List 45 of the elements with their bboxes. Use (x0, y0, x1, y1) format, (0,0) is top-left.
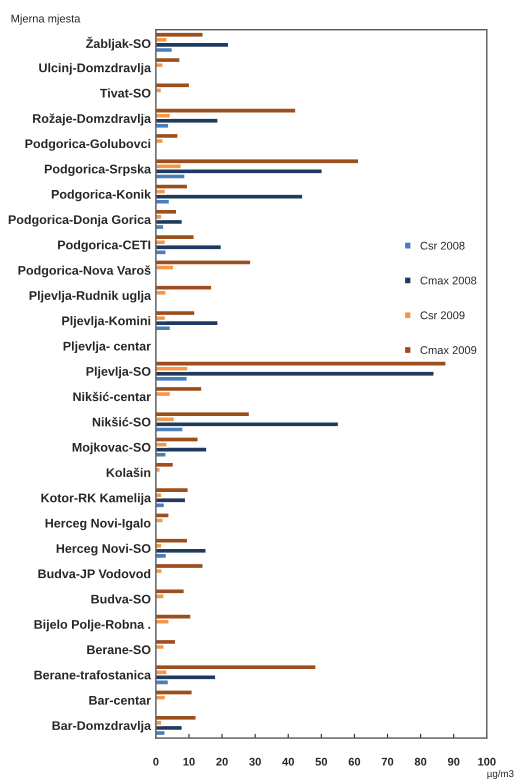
x-tick-label: 60 (348, 758, 360, 766)
y-tick-label: Podgorica-CETI (58, 240, 150, 252)
y-tick-label: Mojkovac-SO (72, 442, 150, 454)
y-tick-label: Kotor-RK Kamelija (41, 493, 152, 505)
legend-label: Cmax 2008 (420, 276, 476, 284)
y-tick-label: Berane-SO (87, 645, 150, 654)
y-tick-label: Podgorica-Nova Varoš (18, 265, 151, 278)
y-tick-label: Pljevlja-SO (86, 366, 150, 378)
y-tick-label: Berane-trafostanica (34, 670, 152, 680)
y-axis-title: Mjerna mjesta (12, 14, 80, 25)
y-tick-label: Pljevlja-Komini (62, 316, 150, 328)
x-tick-label: 50 (315, 758, 328, 766)
y-tick-label: Bijelo Polje-Robna . (34, 620, 150, 632)
y-tick-label: Herceg Novi-Igalo (46, 518, 151, 530)
y-tick-label: Žabljak-SO (86, 36, 150, 51)
y-tick-label: Herceg Novi-SO (56, 544, 150, 556)
y-tick-label: Podgorica-Srpska (44, 164, 152, 176)
x-tick-label: 70 (382, 758, 394, 766)
y-tick-label: Nikšić-SO (92, 417, 150, 426)
x-tick-label: 30 (249, 758, 261, 766)
x-tick-label: 80 (414, 758, 426, 766)
x-tick-label: 20 (216, 758, 228, 766)
legend-label: Cmax 2009 (420, 346, 476, 354)
y-tick-label: Bar-centar (89, 696, 151, 705)
x-tick-label: 90 (448, 758, 460, 766)
y-tick-label: Kolašin (106, 468, 150, 478)
legend-label: Csr 2009 (420, 311, 465, 320)
y-tick-label: Budva-SO (91, 594, 150, 604)
y-tick-label: Podgorica-Golubovci (25, 138, 150, 151)
y-tick-label: Budva-JP Vodovod (38, 569, 150, 578)
x-tick-label: 100 (478, 758, 496, 766)
x-axis-title: µg/m3 (487, 770, 514, 779)
y-tick-label: Bar-Domzdravlja (52, 720, 152, 733)
y-tick-label: Rožaje-Domzdravlja (33, 114, 152, 126)
y-tick-label: Nikšić-centar (73, 392, 151, 402)
x-tick-label: 40 (282, 758, 294, 766)
legend-label: Csr 2008 (420, 242, 465, 250)
y-tick-label: Tivat-SO (100, 88, 150, 98)
x-tick-label: 0 (153, 758, 159, 766)
y-tick-label: Ulcinj-Domzdravlja (39, 63, 152, 75)
y-tick-label: Podgorica-Donja Gorica (8, 214, 152, 227)
x-tick-label: 10 (183, 758, 195, 766)
y-tick-label: Pljevlja-Rudnik uglja (30, 290, 152, 302)
y-tick-label: Podgorica-Konik (52, 190, 152, 202)
y-tick-label: Pljevlja- centar (64, 341, 151, 354)
